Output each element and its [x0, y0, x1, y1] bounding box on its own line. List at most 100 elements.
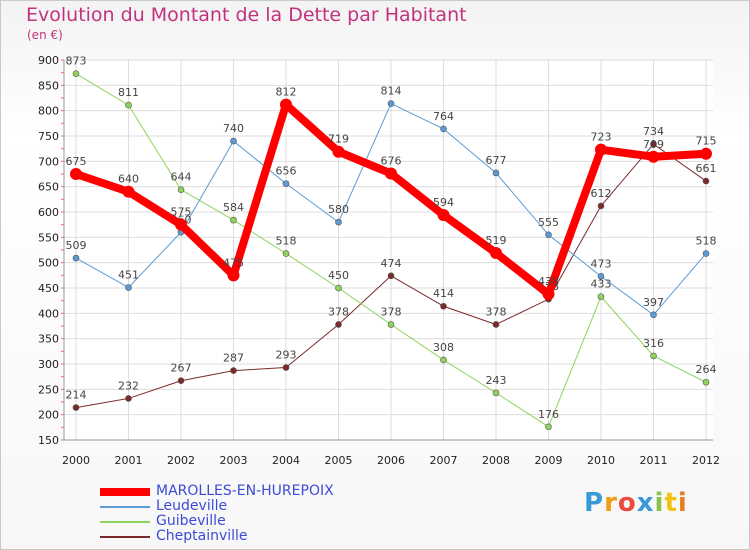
y-tick-label: 800 [38, 105, 59, 118]
x-tick-label: 2002 [167, 454, 195, 467]
data-label: 594 [433, 196, 454, 209]
data-point [440, 125, 447, 133]
logo-letter: i [654, 488, 665, 518]
data-point [545, 423, 552, 431]
data-label: 612 [591, 187, 612, 200]
data-point [230, 216, 237, 224]
logo-letter: P [584, 488, 605, 518]
data-label: 580 [328, 203, 349, 216]
data-label: 675 [66, 155, 87, 168]
y-tick-label: 150 [38, 434, 59, 447]
data-point [387, 321, 395, 328]
y-tick-label: 200 [38, 409, 59, 422]
data-label: 644 [171, 171, 192, 184]
x-tick-label: 2009 [535, 454, 563, 467]
data-label: 473 [591, 257, 612, 270]
data-label: 378 [328, 305, 349, 318]
data-point [437, 209, 450, 222]
data-point [595, 143, 607, 156]
data-label: 812 [276, 86, 297, 99]
proxiti-logo: Proxiti [584, 488, 688, 518]
x-tick-label: 2008 [482, 454, 510, 467]
data-label: 519 [486, 234, 507, 247]
data-label: 555 [538, 216, 559, 229]
y-tick-label: 850 [38, 79, 59, 92]
y-tick-label: 450 [38, 282, 59, 295]
data-point [282, 250, 290, 257]
data-label: 723 [591, 131, 612, 144]
logo-letter: o [617, 488, 637, 518]
data-label: 438 [538, 275, 559, 288]
data-label: 243 [486, 374, 507, 387]
data-point [492, 169, 500, 177]
y-tick-label: 500 [38, 257, 59, 270]
data-point [332, 145, 345, 158]
logo-letter: x [636, 488, 655, 518]
data-label: 518 [276, 235, 297, 248]
data-label: 518 [696, 235, 717, 248]
data-point [700, 147, 712, 160]
y-tick-label: 600 [38, 206, 59, 219]
x-tick-label: 2011 [640, 454, 668, 467]
data-point [702, 177, 710, 185]
data-point [125, 395, 132, 402]
x-tick-label: 2005 [325, 454, 353, 467]
data-point [72, 404, 80, 411]
x-tick-label: 2003 [220, 454, 248, 467]
data-label: 873 [66, 55, 87, 68]
data-point [647, 150, 660, 163]
data-label: 474 [381, 257, 402, 270]
legend-swatch [100, 506, 150, 508]
data-label: 709 [643, 138, 664, 151]
data-label: 575 [171, 206, 192, 219]
data-point [282, 364, 290, 371]
data-label: 640 [118, 173, 139, 186]
x-tick-label: 2006 [377, 454, 405, 467]
data-point [597, 293, 605, 300]
data-label: 433 [591, 278, 612, 291]
data-point [175, 218, 187, 231]
data-label: 656 [276, 165, 297, 178]
x-tick-label: 2001 [115, 454, 143, 467]
data-point [492, 321, 500, 328]
data-label: 740 [223, 122, 244, 135]
logo-letter: t [664, 488, 678, 518]
y-tick-label: 250 [38, 383, 59, 396]
data-label: 814 [381, 85, 402, 98]
data-point [597, 202, 605, 210]
data-label: 308 [433, 341, 454, 354]
data-label: 378 [486, 305, 507, 318]
data-label: 232 [118, 379, 139, 392]
data-point [335, 218, 342, 226]
data-label: 509 [66, 239, 87, 252]
y-tick-label: 900 [38, 54, 59, 67]
x-tick-label: 2012 [692, 454, 720, 467]
logo-letter: r [604, 488, 618, 518]
legend-label: Guibeville [156, 513, 226, 529]
data-point [545, 231, 552, 239]
data-label: 677 [486, 154, 507, 167]
logo-letter: i [677, 488, 688, 518]
data-label: 176 [538, 408, 559, 421]
data-point [650, 352, 657, 360]
data-point [177, 377, 185, 385]
data-label: 450 [328, 269, 349, 282]
data-label: 267 [171, 362, 192, 375]
data-point [122, 185, 135, 198]
data-point [125, 101, 132, 109]
x-tick-label: 2007 [430, 454, 458, 467]
y-tick-label: 550 [38, 231, 59, 244]
plot-area [64, 60, 713, 440]
data-point [440, 356, 447, 364]
data-point [230, 367, 237, 374]
data-label: 734 [643, 125, 664, 138]
data-point [492, 389, 500, 397]
data-label: 378 [381, 305, 402, 318]
x-tick-label: 2010 [587, 454, 615, 467]
data-label: 715 [696, 135, 717, 148]
data-point [490, 247, 502, 260]
data-point [385, 167, 397, 180]
y-tick-label: 650 [38, 181, 59, 194]
data-point [387, 100, 395, 107]
data-label: 661 [696, 162, 717, 175]
